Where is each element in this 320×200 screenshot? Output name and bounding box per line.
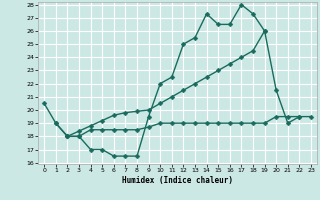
X-axis label: Humidex (Indice chaleur): Humidex (Indice chaleur) [122, 176, 233, 185]
